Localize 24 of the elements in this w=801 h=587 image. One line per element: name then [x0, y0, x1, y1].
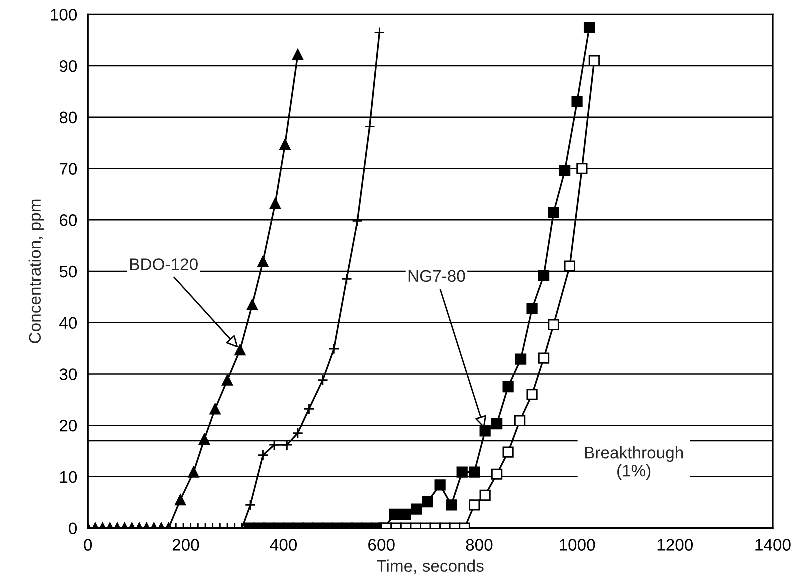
y-tick-label: 30 [60, 368, 78, 380]
x-tick-label: 400 [270, 539, 298, 551]
x-tick-label: 1400 [756, 539, 791, 551]
x-tick-label: 600 [368, 539, 395, 551]
y-tick-label: 40 [60, 317, 78, 330]
y-tick-label: 0 [69, 522, 78, 535]
y-tick-label: 70 [60, 163, 78, 175]
ref-line-label: Breakthrough (1%) [585, 446, 684, 480]
x-tick-label: 1200 [658, 539, 694, 551]
x-tick-label: 1000 [560, 539, 596, 551]
annotation: NG7-80 [408, 270, 466, 282]
x-axis-title: Time, seconds [377, 560, 484, 574]
y-tick-label: 10 [60, 471, 78, 484]
x-tick-label: 200 [172, 539, 200, 551]
y-tick-label: 60 [60, 214, 78, 226]
y-tick-label: 90 [60, 60, 78, 72]
y-axis-title: Concentration, ppm [28, 200, 44, 344]
y-tick-label: 50 [60, 266, 78, 278]
x-tick-label: 800 [466, 539, 493, 551]
annotation: BDO-120 [130, 258, 198, 270]
y-tick-label: 100 [51, 9, 78, 21]
x-tick-label: 0 [84, 539, 92, 551]
y-tick-label: 80 [60, 112, 78, 124]
y-tick-label: 20 [60, 420, 78, 432]
